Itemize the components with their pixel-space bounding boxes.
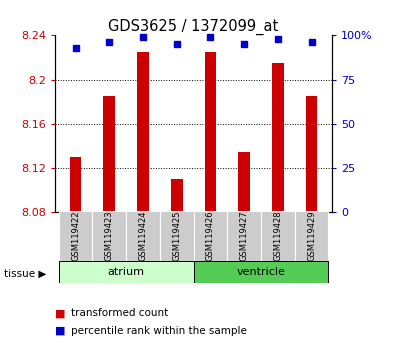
Text: percentile rank within the sample: percentile rank within the sample <box>71 326 247 336</box>
Text: tissue ▶: tissue ▶ <box>4 268 46 278</box>
Text: GSM119428: GSM119428 <box>273 210 282 261</box>
Text: GSM119426: GSM119426 <box>206 210 215 261</box>
Bar <box>194 211 227 262</box>
Text: GSM119423: GSM119423 <box>105 210 114 261</box>
Text: atrium: atrium <box>107 267 145 277</box>
Bar <box>92 211 126 262</box>
Bar <box>205 52 216 212</box>
Text: GSM119429: GSM119429 <box>307 210 316 261</box>
Bar <box>306 96 318 212</box>
Text: GSM119424: GSM119424 <box>139 210 147 261</box>
Text: ■: ■ <box>55 308 66 318</box>
Bar <box>194 261 328 283</box>
Bar <box>103 96 115 212</box>
Title: GDS3625 / 1372099_at: GDS3625 / 1372099_at <box>108 19 279 35</box>
Bar <box>171 179 182 212</box>
Text: GSM119422: GSM119422 <box>71 210 80 261</box>
Text: ■: ■ <box>55 326 66 336</box>
Bar <box>238 152 250 212</box>
Bar <box>261 211 295 262</box>
Text: GSM119427: GSM119427 <box>240 210 248 261</box>
Text: GSM119425: GSM119425 <box>172 210 181 261</box>
Text: transformed count: transformed count <box>71 308 168 318</box>
Bar <box>59 211 92 262</box>
Bar <box>160 211 194 262</box>
Bar <box>70 157 81 212</box>
Bar <box>59 261 194 283</box>
Bar <box>272 63 284 212</box>
Bar <box>126 211 160 262</box>
Bar <box>227 211 261 262</box>
Bar <box>295 211 328 262</box>
Text: ventricle: ventricle <box>237 267 286 277</box>
Bar <box>137 52 149 212</box>
